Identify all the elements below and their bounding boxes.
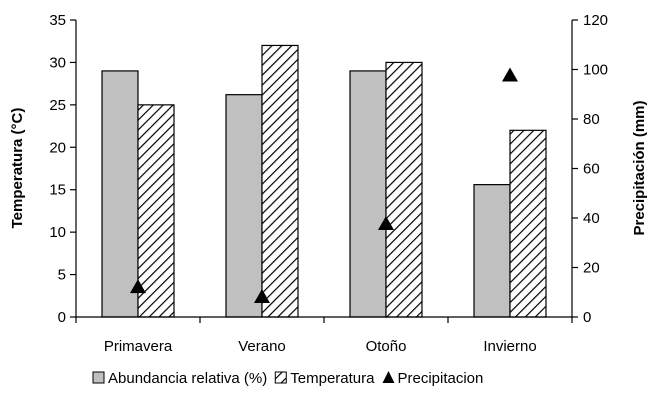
- marker-precipitacion-1: [254, 288, 270, 303]
- y-left-tick-label-6: 30: [49, 54, 66, 71]
- y-left-tick-label-3: 15: [49, 182, 66, 199]
- y-right-tick-label-5: 100: [583, 62, 608, 79]
- bar-abundancia-0: [101, 70, 139, 318]
- legend-label-1: Temperatura: [290, 370, 375, 387]
- y-right-tick-label-0: 0: [583, 309, 591, 326]
- y-right-tick-label-1: 20: [583, 260, 600, 277]
- y-left-tick-label-4: 20: [49, 139, 66, 156]
- bar-temperatura-1: [261, 44, 299, 318]
- y-right-tick-label-3: 60: [583, 161, 600, 178]
- bar-abundancia-3: [473, 184, 511, 318]
- x-tick-label-2: Otoño: [366, 338, 407, 355]
- y-left-tick-label-7: 35: [49, 12, 66, 29]
- y-right-tick-label-6: 120: [583, 12, 608, 29]
- legend-swatch-1: [274, 371, 287, 384]
- y-left-tick-label-5: 25: [49, 97, 66, 114]
- bar-abundancia-1: [225, 94, 263, 318]
- legend-label-0: Abundancia relativa (%): [108, 370, 267, 387]
- y-left-tick-label-1: 5: [58, 267, 66, 284]
- legend-swatch-0: [92, 371, 105, 384]
- plot-area: 0 5 10 15 20 25 30 35 0 20 40 60 80 100 120 Primavera Ve…: [49, 12, 608, 355]
- marker-precipitacion-0: [130, 279, 146, 294]
- y-left-tick-label-2: 10: [49, 224, 66, 241]
- y-right-tick-label-2: 40: [583, 210, 600, 227]
- legend-label-2: Precipitacion: [397, 370, 483, 387]
- bar-temperatura-3: [509, 129, 547, 318]
- x-tick-label-0: Primavera: [104, 338, 173, 355]
- bar-temperatura-0: [137, 104, 175, 318]
- y-right-tick-label-4: 80: [583, 111, 600, 128]
- x-tick-label-3: Invierno: [483, 338, 536, 355]
- marker-precipitacion-2: [378, 215, 394, 230]
- y-left-axis-title: Temperatura (°C): [9, 108, 26, 229]
- marker-precipitacion-3: [502, 67, 518, 82]
- legend: Abundancia relativa (%) Temperatura Precip…: [92, 370, 483, 387]
- bar-temperatura-2: [385, 61, 423, 318]
- x-tick-label-1: Verano: [238, 338, 286, 355]
- bar-abundancia-2: [349, 70, 387, 318]
- legend-swatch-2: [382, 371, 395, 383]
- y-left-tick-label-0: 0: [58, 309, 66, 326]
- y-right-axis-title: Precipitación (mm): [631, 100, 648, 235]
